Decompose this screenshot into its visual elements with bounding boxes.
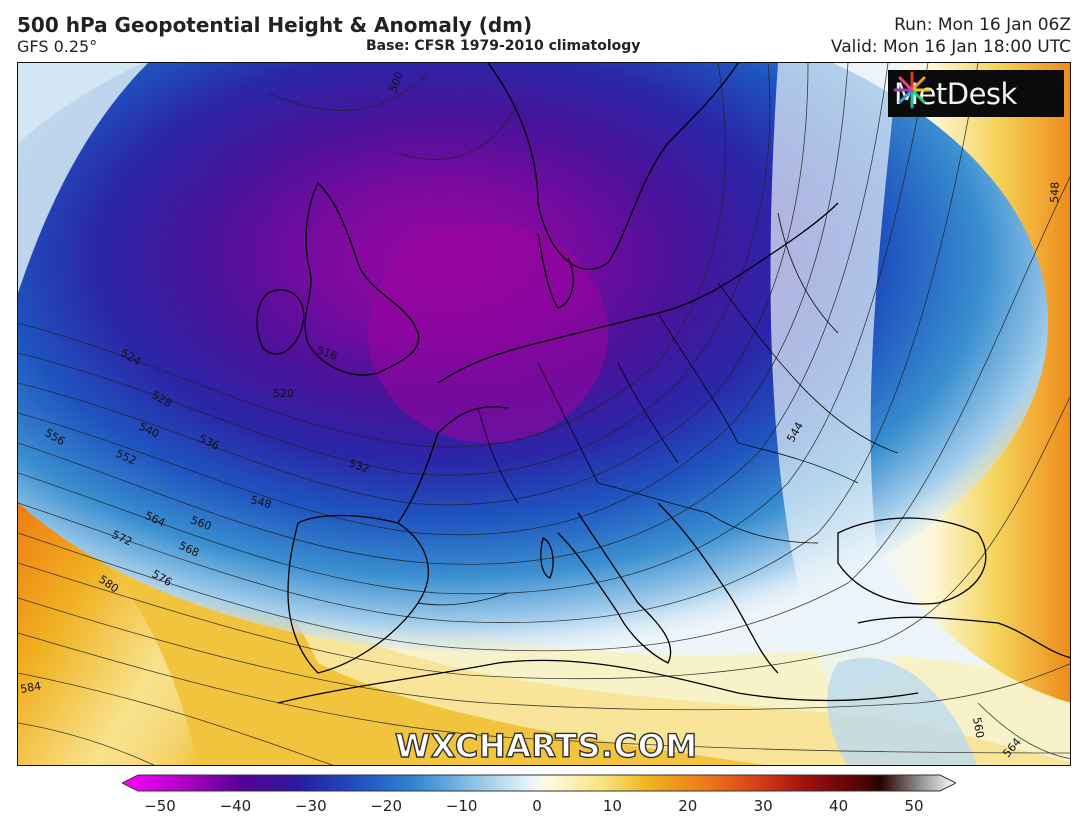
colorbar-ramp xyxy=(122,774,956,792)
valid-time-label: Valid: Mon 16 Jan 18:00 UTC xyxy=(830,37,1071,57)
cold-pocket-southeast xyxy=(827,658,978,765)
contour-label: 584 xyxy=(19,680,42,696)
colorbar xyxy=(122,774,956,792)
cold-anomaly-core xyxy=(368,223,608,443)
coast-ireland xyxy=(256,289,305,355)
colorbar-tick-label: −40 xyxy=(219,797,252,815)
climatology-base-label: Base: CFSR 1979-2010 climatology xyxy=(366,38,641,54)
contour-label: 560 xyxy=(970,716,986,739)
colorbar-tick-label: 20 xyxy=(678,797,698,815)
colorbar-tick-label: 0 xyxy=(532,797,542,815)
colorbar-tick-label: −30 xyxy=(294,797,327,815)
coast-balkans xyxy=(657,502,779,674)
metdesk-logo: MetDesk xyxy=(888,70,1064,117)
run-time-label: Run: Mon 16 Jan 06Z xyxy=(894,15,1071,35)
coast-turkey xyxy=(857,616,1070,659)
neutral-northwest xyxy=(18,63,148,293)
coast-britain xyxy=(304,181,420,376)
coast-iberia xyxy=(287,514,430,674)
colorbar-tick-label: −20 xyxy=(370,797,403,815)
colorbar-tick-label: 30 xyxy=(753,797,773,815)
colorbar-tick-label: −50 xyxy=(144,797,176,815)
model-label: GFS 0.25° xyxy=(17,37,98,56)
anomaly-map[interactable]: 500 516 520 524 528 532 536 540 544 548 … xyxy=(17,62,1071,766)
neutral-corridor-east xyxy=(770,63,898,703)
contour-label: 548 xyxy=(1048,182,1062,203)
warm-anomaly-southwest xyxy=(18,483,198,765)
borders xyxy=(417,212,899,606)
coast-denmark xyxy=(537,232,574,309)
colorbar-tick-label: 50 xyxy=(904,797,924,815)
colorbar-tick-label: −10 xyxy=(445,797,478,815)
coast-continent-north xyxy=(437,202,839,384)
coast-black-sea xyxy=(837,517,987,605)
warm-anomaly-south xyxy=(18,393,1070,765)
chart-title: 500 hPa Geopotential Height & Anomaly (d… xyxy=(17,13,533,37)
coast-italy xyxy=(557,512,672,664)
coast-scandinavia xyxy=(487,63,739,270)
coast-france xyxy=(397,406,509,524)
map-canvas: 500 516 520 524 528 532 536 540 544 548 … xyxy=(18,63,1070,765)
watermark: WXCHARTS.COM xyxy=(394,726,698,765)
coast-sardinia xyxy=(540,537,554,579)
height-contours xyxy=(18,63,1070,765)
contour-label: 520 xyxy=(273,387,294,400)
starburst-icon xyxy=(893,71,931,109)
coastlines xyxy=(256,63,1070,704)
colorbar-tick-label: 40 xyxy=(829,797,849,815)
colorbar-tick-label: 10 xyxy=(602,797,622,815)
contour-label: 548 xyxy=(249,493,273,511)
coast-north-africa xyxy=(277,659,919,704)
